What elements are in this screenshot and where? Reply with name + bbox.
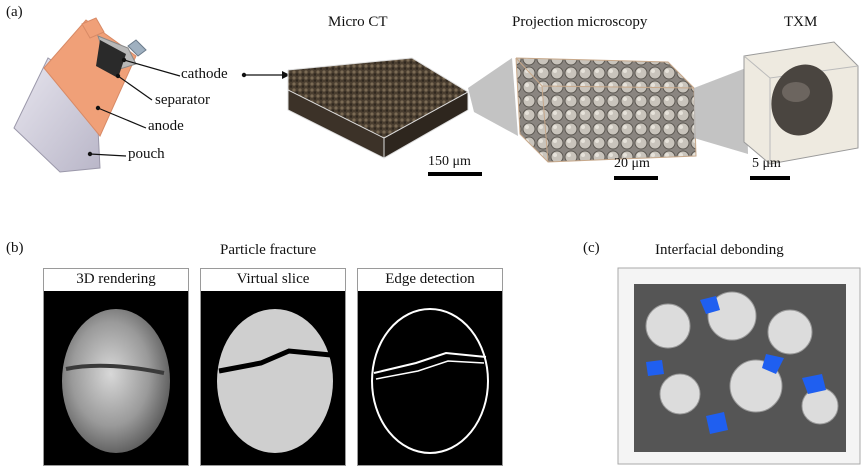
- scalebar-micro-ct: [428, 172, 482, 176]
- scale-label-micro-ct: 150 μm: [428, 154, 471, 169]
- caption-virtual-slice: Virtual slice: [236, 271, 310, 287]
- title-projection: Projection microscopy: [512, 14, 648, 30]
- scale-label-projection: 20 μm: [614, 156, 650, 171]
- scalebar-txm: [750, 176, 790, 180]
- cathode-tab: [127, 39, 147, 57]
- cathode-layer: [96, 40, 126, 78]
- scale-label-txm: 5 μm: [752, 156, 781, 171]
- edge-detection-image: [358, 291, 502, 465]
- virtual-slice-image: [201, 291, 345, 465]
- scalebar-projection: [614, 176, 658, 180]
- subpanel-virtual-slice: Virtual slice: [200, 268, 346, 466]
- battery-schematic: [13, 17, 181, 173]
- rendering-image: [44, 291, 188, 465]
- title-particle-fracture: Particle fracture: [220, 242, 317, 258]
- caption-3d-rendering: 3D rendering: [76, 271, 156, 287]
- title-interfacial-debonding: Interfacial debonding: [655, 242, 784, 258]
- panel-b-label: (b): [6, 240, 24, 256]
- micro-ct-volume: [287, 57, 470, 159]
- panel-a-label: (a): [6, 4, 23, 20]
- arrow-to-microct: [241, 71, 290, 79]
- debonding-volume: [617, 267, 861, 465]
- projection-volume: [515, 57, 697, 163]
- txm-volume: [743, 41, 859, 165]
- subpanel-3d-rendering: 3D rendering: [43, 268, 189, 466]
- label-pouch: pouch: [128, 146, 165, 162]
- label-cathode: cathode: [181, 66, 228, 82]
- zoom-wedge-2: [694, 68, 748, 154]
- title-micro-ct: Micro CT: [328, 14, 388, 30]
- caption-edge-detection: Edge detection: [385, 271, 475, 287]
- zoom-wedge-1: [468, 58, 518, 136]
- subpanel-edge-detection: Edge detection: [357, 268, 503, 466]
- label-separator: separator: [155, 92, 210, 108]
- title-txm: TXM: [784, 14, 818, 30]
- anode-tab: [81, 17, 105, 39]
- panel-c-label: (c): [583, 240, 600, 256]
- label-anode: anode: [148, 118, 184, 134]
